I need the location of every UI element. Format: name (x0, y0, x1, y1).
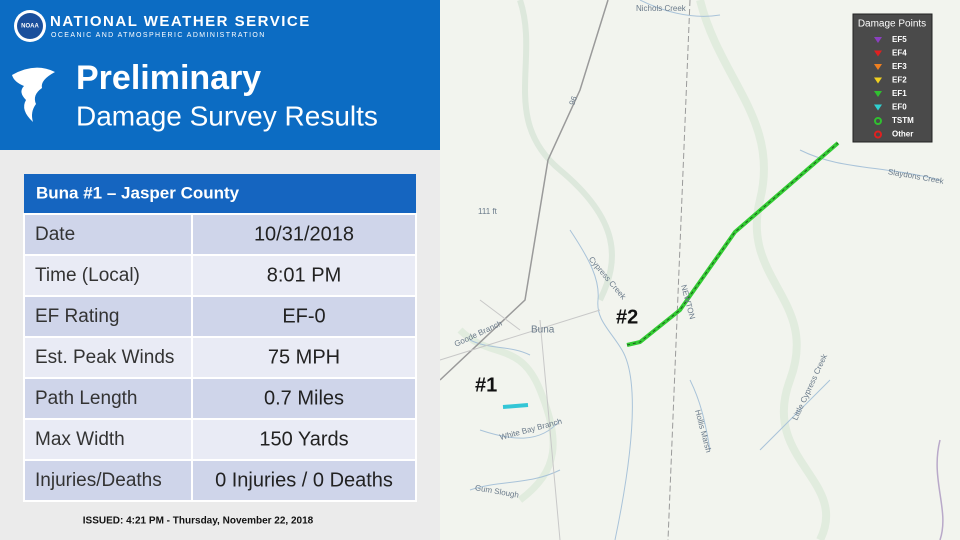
tornado-icon (12, 67, 55, 122)
noaa-logo-inner (17, 13, 43, 39)
table-row (23, 459, 417, 502)
table-row (23, 295, 417, 338)
row-label: EF Rating (35, 306, 119, 327)
table-row (23, 336, 417, 379)
legend-marker (874, 50, 882, 57)
legend-item: EF3 (892, 62, 907, 71)
map-label: Nichols Creek (636, 4, 687, 13)
legend-marker (874, 77, 882, 84)
title-line-1: Preliminary (76, 59, 261, 97)
path-label: #2 (616, 306, 638, 328)
legend-marker (874, 91, 882, 97)
map-features (439, 0, 944, 540)
row-value: 0 Injuries / 0 Deaths (215, 469, 393, 491)
legend-item: EF1 (892, 89, 907, 98)
row-value: 10/31/2018 (254, 223, 354, 245)
legend-box (852, 13, 933, 143)
tornado-path-1 (502, 403, 529, 409)
map-label: 111 ft (478, 207, 498, 216)
legend-item: Other (892, 130, 913, 139)
table-row (23, 254, 417, 297)
row-label: Max Width (35, 429, 125, 450)
legend-item: EF4 (892, 49, 907, 58)
table-title: Buna #1 – Jasper County (36, 183, 240, 202)
header-banner (0, 0, 440, 150)
row-value: 8:01 PM (267, 264, 341, 286)
row-value: 150 Yards (259, 428, 348, 450)
row-value: EF-0 (282, 305, 325, 327)
row-value: 0.7 Miles (264, 387, 344, 409)
legend-marker (874, 64, 882, 70)
table-row (23, 213, 417, 256)
row-label: Est. Peak Winds (35, 347, 174, 368)
title-line-2: Damage Survey Results (76, 100, 378, 131)
agency: NATIONAL WEATHER SERVICE (50, 13, 311, 30)
legend-item: TSTM (892, 116, 914, 125)
legend-item: EF2 (892, 76, 907, 85)
row-label: Date (35, 224, 75, 245)
row-label: Time (Local) (35, 265, 140, 286)
legend-marker (874, 104, 882, 111)
legend-item: EF5 (892, 35, 907, 44)
tornado-path-2-centerline (626, 142, 839, 346)
legend-title: Damage Points (858, 19, 926, 30)
legend-marker (874, 117, 882, 125)
row-label: Injuries/Deaths (35, 470, 162, 491)
legend-marker (874, 37, 882, 43)
map-label: 96 (567, 94, 579, 106)
legend-item: EF0 (892, 103, 907, 112)
row-value: 75 MPH (268, 346, 340, 368)
issued: ISSUED: 4:21 PM - Thursday, November 22,… (83, 516, 314, 527)
table-header (24, 174, 416, 214)
subagency: OCEANIC AND ATMOSPHERIC ADMINISTRATION (51, 32, 266, 39)
table-row (23, 418, 417, 461)
legend-marker (874, 130, 882, 139)
path-label: #1 (475, 374, 497, 396)
map-label: Buna (531, 325, 555, 336)
row-label: Path Length (35, 388, 137, 409)
logo-text: NOAA (21, 24, 39, 30)
